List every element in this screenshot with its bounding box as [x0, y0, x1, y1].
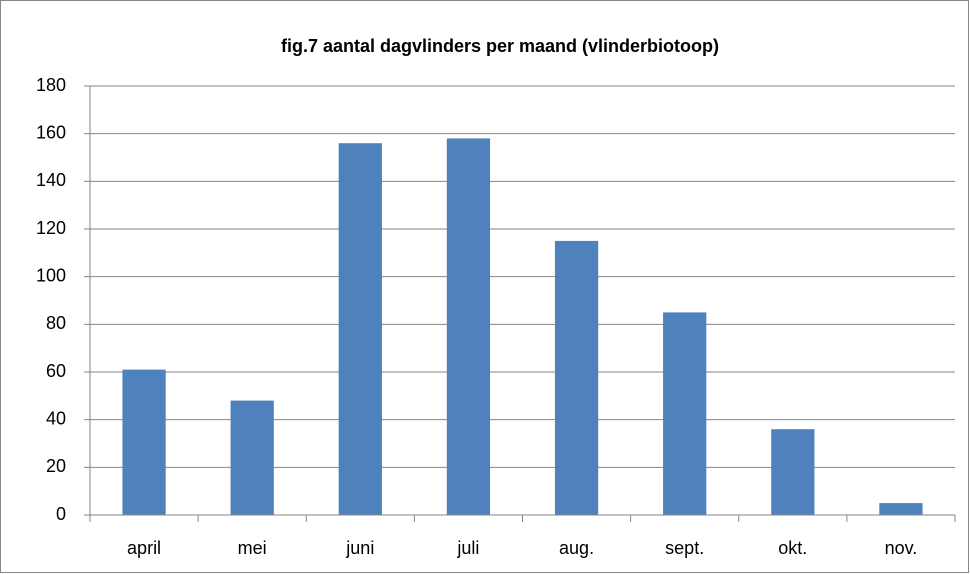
- y-tick-label: 140: [36, 170, 66, 190]
- y-tick-label: 120: [36, 218, 66, 238]
- y-tick-label: 80: [46, 313, 66, 333]
- bar: [230, 400, 274, 515]
- chart-title: fig.7 aantal dagvlinders per maand (vlin…: [281, 36, 719, 56]
- y-tick-label: 20: [46, 456, 66, 476]
- x-tick-label: sept.: [665, 538, 704, 558]
- bar: [122, 369, 166, 515]
- bar: [879, 503, 923, 515]
- y-tick-label: 180: [36, 75, 66, 95]
- bar: [663, 312, 707, 515]
- bar: [338, 143, 382, 515]
- bar: [771, 429, 815, 515]
- y-tick-label: 60: [46, 361, 66, 381]
- x-tick-label: aug.: [559, 538, 594, 558]
- bar: [446, 138, 491, 515]
- y-tick-label: 160: [36, 122, 66, 142]
- x-tick-label: mei: [238, 538, 267, 558]
- y-tick-label: 100: [36, 265, 66, 285]
- y-tick-label: 0: [56, 504, 66, 524]
- x-tick-label: april: [127, 538, 161, 558]
- y-tick-label: 40: [46, 408, 66, 428]
- x-tick-label: juli: [456, 538, 479, 558]
- x-tick-label: nov.: [885, 538, 918, 558]
- x-tick-label: juni: [345, 538, 374, 558]
- bar: [554, 240, 599, 515]
- x-tick-label: okt.: [778, 538, 807, 558]
